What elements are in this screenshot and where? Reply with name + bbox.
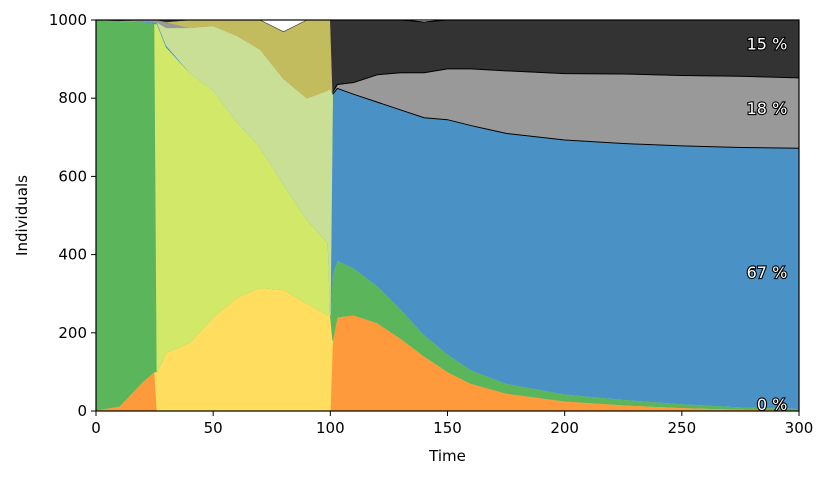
x-tick-label: 150 bbox=[433, 419, 462, 437]
x-tick-label: 200 bbox=[550, 419, 579, 437]
y-tick-label: 1000 bbox=[49, 11, 87, 29]
x-axis-label: Time bbox=[428, 447, 466, 465]
percent-annotation: 18 % bbox=[747, 99, 788, 118]
y-tick-label: 400 bbox=[58, 246, 87, 264]
x-tick-label: 250 bbox=[668, 419, 697, 437]
percent-annotation: 15 % bbox=[747, 34, 788, 53]
boundary-line-4 bbox=[332, 87, 800, 149]
percent-annotation: 0 % bbox=[757, 395, 787, 414]
y-tick-label: 600 bbox=[58, 167, 87, 185]
percent-annotation: 67 % bbox=[747, 263, 788, 282]
x-tick-label: 300 bbox=[785, 419, 814, 437]
y-axis: 0 200 400 600 800 1000 bbox=[49, 11, 96, 420]
boundary-line-6 bbox=[332, 68, 800, 93]
y-tick-label: 800 bbox=[58, 89, 87, 107]
x-tick-label: 100 bbox=[316, 419, 345, 437]
y-tick-label: 0 bbox=[77, 402, 87, 420]
x-axis: 0 50 100 150 200 250 300 bbox=[91, 411, 813, 437]
y-axis-label: Individuals bbox=[13, 175, 31, 256]
x-tick-label: 0 bbox=[91, 419, 101, 437]
area-series-group bbox=[95, 19, 800, 412]
x-tick-label: 50 bbox=[204, 419, 223, 437]
y-tick-label: 200 bbox=[58, 324, 87, 342]
annotation-group: 15 % 18 % 67 % 0 % bbox=[746, 33, 789, 415]
